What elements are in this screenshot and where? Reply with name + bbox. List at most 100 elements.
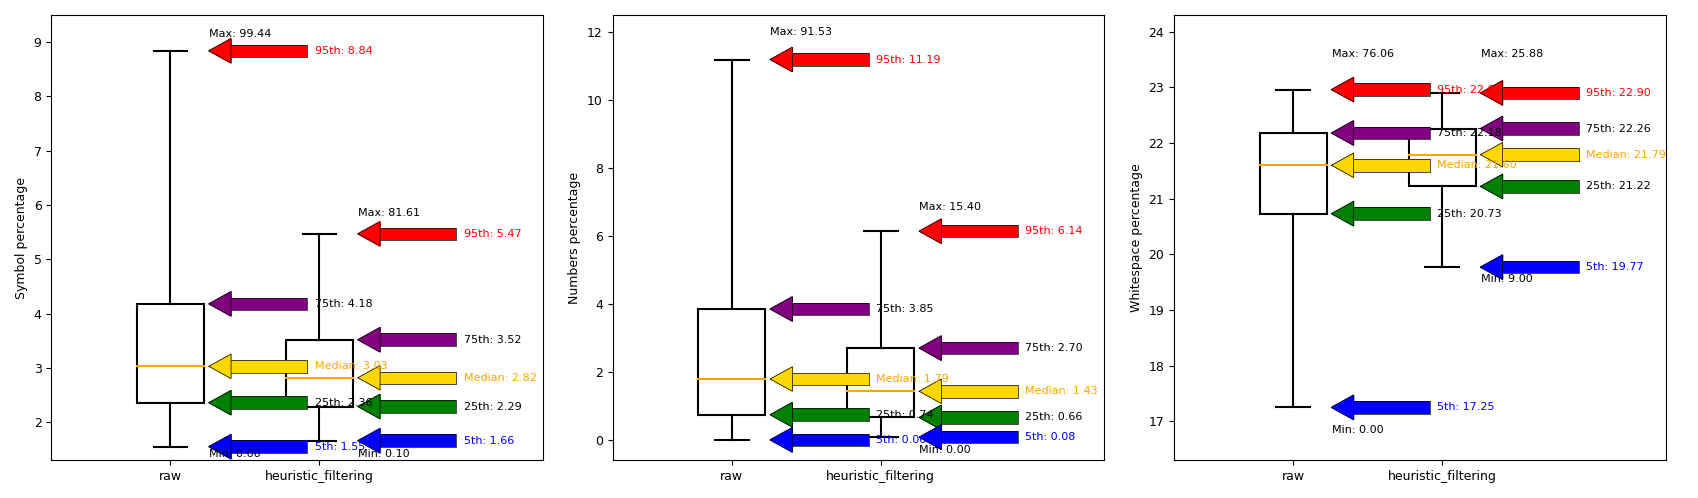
Text: Median: 1.79: Median: 1.79	[876, 374, 949, 384]
Text: 95th: 22.96: 95th: 22.96	[1437, 85, 1503, 95]
Bar	[941, 431, 1017, 443]
Text: 75th: 22.18: 75th: 22.18	[1437, 128, 1503, 138]
Polygon shape	[919, 425, 941, 449]
Text: Max: 91.53: Max: 91.53	[771, 27, 832, 37]
Polygon shape	[209, 390, 231, 415]
Text: 75th: 3.52: 75th: 3.52	[464, 335, 521, 345]
Polygon shape	[771, 367, 793, 391]
Bar	[1503, 148, 1579, 161]
Text: 25th: 20.73: 25th: 20.73	[1437, 209, 1501, 219]
Bar	[380, 334, 457, 346]
Polygon shape	[358, 222, 380, 246]
Bar	[793, 373, 869, 385]
Bar	[941, 385, 1017, 397]
Text: 25th: 2.29: 25th: 2.29	[464, 401, 521, 411]
Text: Max: 15.40: Max: 15.40	[919, 202, 981, 212]
Polygon shape	[771, 428, 793, 452]
Bar	[231, 45, 307, 57]
Polygon shape	[1481, 255, 1503, 279]
Text: 95th: 5.47: 95th: 5.47	[464, 229, 521, 239]
Bar	[231, 440, 307, 453]
Polygon shape	[1331, 121, 1353, 145]
Text: 25th: 21.22: 25th: 21.22	[1586, 181, 1650, 191]
Polygon shape	[919, 219, 941, 244]
Text: Max: 76.06: Max: 76.06	[1331, 49, 1394, 59]
Polygon shape	[771, 402, 793, 427]
Polygon shape	[209, 38, 231, 63]
Text: 75th: 4.18: 75th: 4.18	[314, 299, 372, 309]
Text: Median: 2.82: Median: 2.82	[464, 373, 537, 383]
Text: Min: 0.00: Min: 0.00	[919, 445, 971, 455]
Polygon shape	[1481, 81, 1503, 105]
Polygon shape	[1481, 142, 1503, 167]
Bar	[231, 360, 307, 373]
Polygon shape	[1331, 395, 1353, 420]
Text: Min: 0.10: Min: 0.10	[358, 449, 409, 459]
Text: 95th: 22.90: 95th: 22.90	[1586, 88, 1650, 98]
Bar	[793, 434, 869, 446]
Bar	[231, 298, 307, 310]
Y-axis label: Whitespace percentage: Whitespace percentage	[1129, 163, 1143, 312]
Bar	[941, 411, 1017, 424]
Text: 5th: 17.25: 5th: 17.25	[1437, 402, 1494, 412]
Polygon shape	[209, 292, 231, 316]
Bar	[698, 309, 766, 415]
Bar	[1503, 123, 1579, 135]
Bar	[1503, 180, 1579, 193]
Bar	[793, 303, 869, 315]
Text: Max: 99.44: Max: 99.44	[209, 29, 272, 39]
Text: Max: 81.61: Max: 81.61	[358, 208, 419, 218]
Bar	[1353, 159, 1430, 171]
Polygon shape	[209, 354, 231, 378]
Text: 95th: 8.84: 95th: 8.84	[314, 46, 372, 56]
Bar	[1353, 127, 1430, 139]
Polygon shape	[358, 328, 380, 352]
Bar	[1353, 208, 1430, 220]
Polygon shape	[919, 336, 941, 361]
Bar	[380, 434, 457, 447]
Polygon shape	[358, 366, 380, 390]
Text: 25th: 0.66: 25th: 0.66	[1026, 412, 1082, 422]
Polygon shape	[919, 405, 941, 430]
Bar	[231, 396, 307, 409]
Text: 5th: 1.55: 5th: 1.55	[314, 442, 365, 452]
Bar	[380, 372, 457, 384]
Bar	[847, 348, 914, 417]
Bar	[793, 408, 869, 421]
Bar	[941, 342, 1017, 355]
Polygon shape	[358, 394, 380, 419]
Text: Max: 25.88: Max: 25.88	[1481, 49, 1543, 59]
Text: Median: 21.79: Median: 21.79	[1586, 150, 1666, 160]
Text: 5th: 0.08: 5th: 0.08	[1026, 432, 1075, 442]
Bar	[380, 400, 457, 413]
Polygon shape	[1331, 202, 1353, 226]
Polygon shape	[209, 434, 231, 459]
Polygon shape	[1481, 174, 1503, 199]
Polygon shape	[358, 428, 380, 453]
Text: 25th: 2.36: 25th: 2.36	[314, 398, 372, 408]
Text: 5th: 0.00: 5th: 0.00	[876, 435, 925, 445]
Bar	[1503, 87, 1579, 99]
Text: 95th: 6.14: 95th: 6.14	[1026, 226, 1082, 236]
Polygon shape	[1331, 153, 1353, 177]
Bar	[1503, 261, 1579, 273]
Text: 25th: 0.74: 25th: 0.74	[876, 410, 934, 420]
Text: Min: 0.00: Min: 0.00	[209, 449, 260, 459]
Bar	[285, 340, 353, 406]
Y-axis label: Symbol percentage: Symbol percentage	[15, 177, 27, 299]
Polygon shape	[771, 297, 793, 321]
Bar	[1353, 401, 1430, 414]
Bar	[1260, 133, 1326, 214]
Text: 95th: 11.19: 95th: 11.19	[876, 54, 941, 65]
Bar	[941, 225, 1017, 238]
Bar	[1353, 83, 1430, 96]
Bar	[793, 53, 869, 66]
Text: Median: 1.43: Median: 1.43	[1026, 386, 1097, 396]
Text: Min: 0.00: Min: 0.00	[1331, 425, 1384, 435]
Bar	[1409, 128, 1476, 186]
Text: 5th: 1.66: 5th: 1.66	[464, 436, 514, 446]
Text: 75th: 2.70: 75th: 2.70	[1026, 343, 1083, 353]
Text: Min: 9.00: Min: 9.00	[1481, 274, 1532, 284]
Text: 5th: 19.77: 5th: 19.77	[1586, 262, 1644, 272]
Polygon shape	[1331, 77, 1353, 102]
